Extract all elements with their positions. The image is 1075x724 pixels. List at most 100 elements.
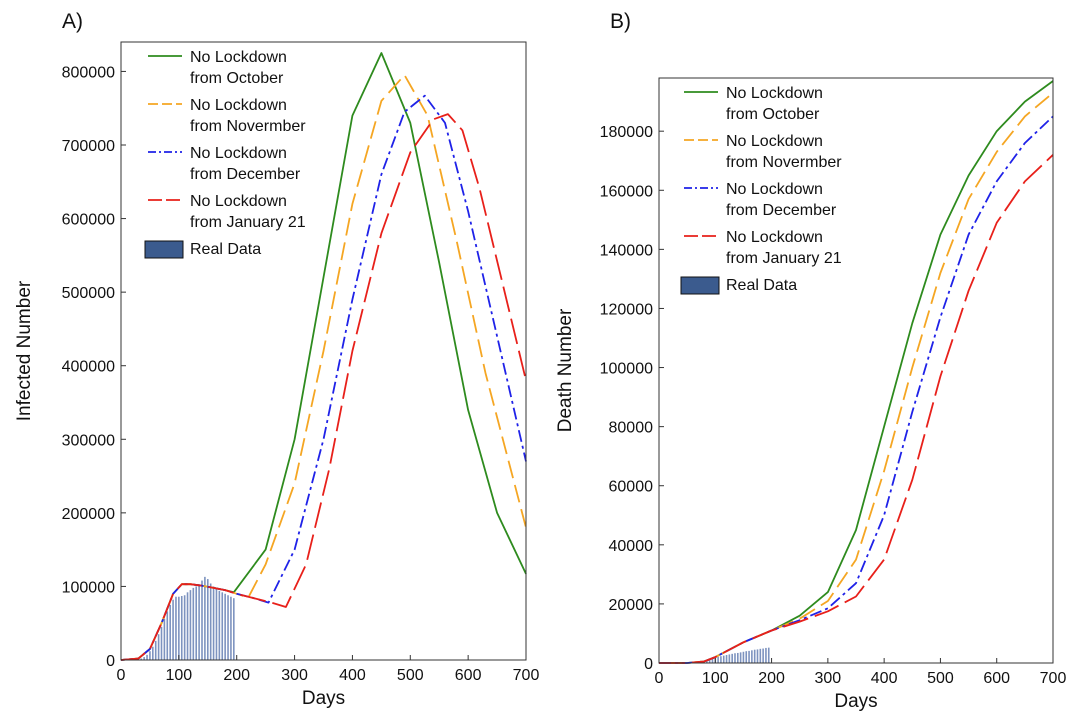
x-tick-label: 700 (513, 667, 540, 684)
real-data-bar (224, 593, 226, 660)
real-data-bar (233, 598, 235, 660)
y-axis-label: Infected Number (14, 280, 35, 421)
real-data-bar (198, 584, 200, 660)
y-tick-label: 160000 (600, 183, 653, 200)
real-data-bar (146, 654, 148, 660)
real-data-bar (711, 658, 714, 663)
real-data-bar (183, 595, 186, 660)
x-axis-label: Days (302, 688, 345, 709)
series-line-no-lockdown-from-october (659, 80, 1054, 664)
real-data-bar (189, 590, 192, 660)
panel-b: B) 0 100 200 300 400 500 600 700 0 20000 40000 60000… (555, 10, 1066, 712)
real-data-bar (209, 583, 212, 660)
legend-item: No Lockdown from January 21 (684, 229, 842, 267)
y-tick-label: 80000 (609, 420, 654, 437)
real-data-bar (157, 634, 160, 660)
real-data-bar (204, 576, 206, 660)
real-data-bar (734, 653, 736, 663)
x-tick-label: 700 (1040, 670, 1067, 687)
legend-text-line2: from December (190, 166, 301, 183)
real-data-bar (751, 650, 753, 663)
y-tick-label: 100000 (62, 579, 115, 596)
y-tick-label: 120000 (600, 301, 653, 318)
x-tick-label: 500 (927, 670, 954, 687)
real-data-bar (737, 652, 739, 663)
series-line-no-lockdown-from-novermber (659, 92, 1054, 664)
legend-text-line2: from Novermber (726, 154, 842, 171)
y-tick-label: 200000 (62, 506, 115, 523)
y-tick-label: 500000 (62, 285, 115, 302)
real-data-bar (708, 659, 711, 663)
legend-text: No Lockdown (190, 145, 287, 162)
real-data-bar (172, 599, 174, 660)
legend-item: No Lockdown from Novermber (148, 97, 306, 135)
real-data-bar (221, 592, 224, 660)
legend-item: Real Data (680, 276, 797, 295)
x-tick-label: 200 (758, 670, 785, 687)
legend-item: No Lockdown from December (148, 145, 301, 183)
x-tick-label: 500 (397, 667, 424, 684)
real-data-bar (728, 654, 731, 663)
panel-a: A) 0 100 200 300 400 500 600 700 0 100000 200000 300… (14, 10, 539, 709)
legend-item: Real Data (144, 240, 261, 259)
real-data-bar (725, 655, 728, 663)
real-data-bar (212, 586, 215, 660)
x-tick-label: 600 (455, 667, 482, 684)
legend-text: Real Data (726, 277, 797, 294)
x-axis-label: Days (834, 691, 877, 712)
real-data-bar (720, 656, 722, 663)
series-line-no-lockdown-from-january-21 (120, 113, 527, 661)
real-data-bar (206, 579, 209, 660)
real-data-bar (195, 586, 198, 660)
real-data-bar (178, 596, 180, 660)
legend-text: Real Data (190, 241, 261, 258)
x-tick-label: 100 (166, 667, 193, 684)
real-data-bar (731, 653, 733, 663)
x-tick-label: 0 (117, 667, 126, 684)
real-data-bar (722, 655, 725, 663)
real-data-bar (140, 658, 143, 660)
legend-text: No Lockdown (190, 97, 287, 114)
legend-item: No Lockdown from January 21 (148, 193, 306, 231)
real-data-bar (767, 647, 770, 663)
x-tick-label: 300 (815, 670, 842, 687)
x-tick-label: 100 (702, 670, 729, 687)
panel-label: B) (610, 10, 631, 33)
real-data-bar (765, 647, 767, 663)
legend-text: No Lockdown (726, 85, 823, 102)
real-data-bar (143, 657, 145, 660)
real-data-bar (152, 646, 154, 660)
real-data-bar (230, 596, 232, 660)
legend-text: No Lockdown (190, 193, 287, 210)
y-tick-label: 20000 (609, 597, 654, 614)
x-tick-label: 600 (983, 670, 1010, 687)
panel-label: A) (62, 10, 83, 33)
series-line-no-lockdown-from-december (659, 115, 1054, 664)
y-tick-label: 0 (106, 653, 115, 670)
real-data-bar (717, 656, 719, 663)
y-tick-label: 0 (644, 656, 653, 673)
legend-item: No Lockdown from October (148, 49, 287, 87)
y-tick-label: 40000 (609, 538, 654, 555)
legend: No Lockdown from October No Lockdown from N… (144, 49, 306, 259)
legend-text: No Lockdown (726, 181, 823, 198)
real-data-bar (762, 648, 764, 663)
y-tick-label: 300000 (62, 432, 115, 449)
plot-frame (658, 77, 1054, 664)
legend-text: No Lockdown (190, 49, 287, 66)
legend-text: No Lockdown (726, 133, 823, 150)
real-data-bar (166, 611, 169, 660)
real-data-bar (175, 596, 177, 660)
y-tick-label: 180000 (600, 124, 653, 141)
legend-item: No Lockdown from October (684, 85, 823, 123)
x-tick-label: 200 (223, 667, 250, 684)
series-line-no-lockdown-from-january-21 (659, 154, 1054, 664)
real-data-bar (742, 651, 745, 663)
x-tick-label: 400 (339, 667, 366, 684)
real-data-bar (149, 651, 151, 660)
real-data-bar (192, 587, 195, 660)
legend-item: No Lockdown from December (684, 181, 837, 219)
x-tick-label: 400 (871, 670, 898, 687)
y-tick-label: 140000 (600, 242, 653, 259)
